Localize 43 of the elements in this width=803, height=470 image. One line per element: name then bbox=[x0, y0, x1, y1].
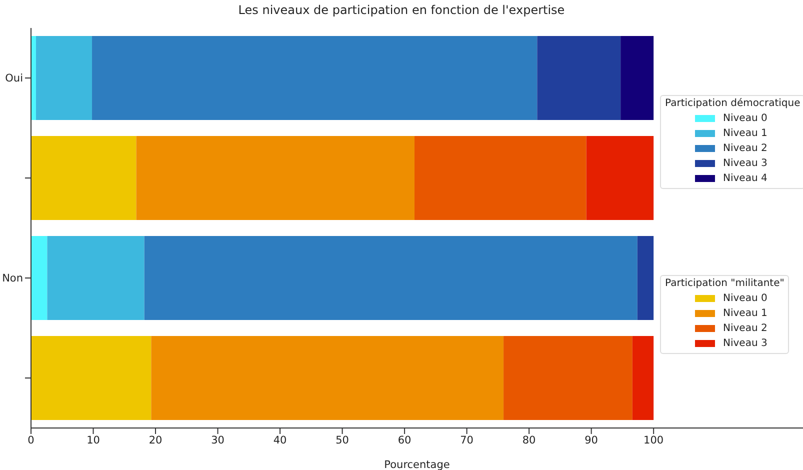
x-tick-label: 20 bbox=[148, 434, 162, 446]
bar bbox=[36, 36, 92, 120]
legend-label: Niveau 0 bbox=[723, 113, 768, 124]
bar bbox=[537, 36, 621, 120]
x-tick-label: 0 bbox=[28, 434, 34, 446]
bar bbox=[31, 336, 152, 420]
bar bbox=[504, 336, 632, 420]
legend-label: Niveau 3 bbox=[723, 158, 768, 169]
text: Participation démocratique bbox=[665, 98, 800, 109]
legend-label: Niveau 2 bbox=[723, 143, 768, 154]
x-tick-label: 60 bbox=[398, 434, 412, 446]
legend-label: Niveau 0 bbox=[723, 293, 768, 304]
bar bbox=[620, 36, 654, 120]
bar bbox=[637, 236, 654, 320]
text: Participation "militante" bbox=[665, 278, 784, 289]
x-tick-label: 30 bbox=[211, 434, 224, 446]
bar bbox=[47, 236, 144, 320]
x-tick-label: 70 bbox=[460, 434, 474, 446]
x-tick-label: 80 bbox=[522, 434, 536, 446]
legend-label: Niveau 1 bbox=[723, 308, 768, 319]
bar bbox=[632, 336, 654, 420]
bar bbox=[586, 136, 654, 220]
chart-title: Les niveaux de participation en fonction de l'expertise bbox=[237, 3, 566, 17]
legend-label: Niveau 2 bbox=[723, 323, 768, 334]
legend-label: Niveau 1 bbox=[723, 128, 768, 139]
legend-label: Niveau 4 bbox=[723, 173, 768, 184]
x-tick-label: 100 bbox=[644, 434, 664, 446]
bar bbox=[31, 236, 48, 320]
y-tick-label: Oui bbox=[5, 72, 23, 85]
legend-label: Niveau 3 bbox=[723, 338, 768, 349]
x-tick-label: 40 bbox=[273, 434, 287, 446]
x-axis-title: Pourcentage bbox=[384, 459, 450, 470]
x-tick-label: 50 bbox=[336, 434, 349, 446]
bar bbox=[144, 236, 638, 320]
bar bbox=[414, 136, 586, 220]
y-tick-label: Non bbox=[2, 272, 23, 285]
x-tick-label: 10 bbox=[86, 434, 100, 446]
bar bbox=[31, 136, 136, 220]
bar bbox=[151, 336, 504, 420]
bar bbox=[136, 136, 415, 220]
bar bbox=[92, 36, 538, 120]
x-tick-label: 90 bbox=[584, 434, 598, 446]
bar bbox=[31, 36, 36, 120]
